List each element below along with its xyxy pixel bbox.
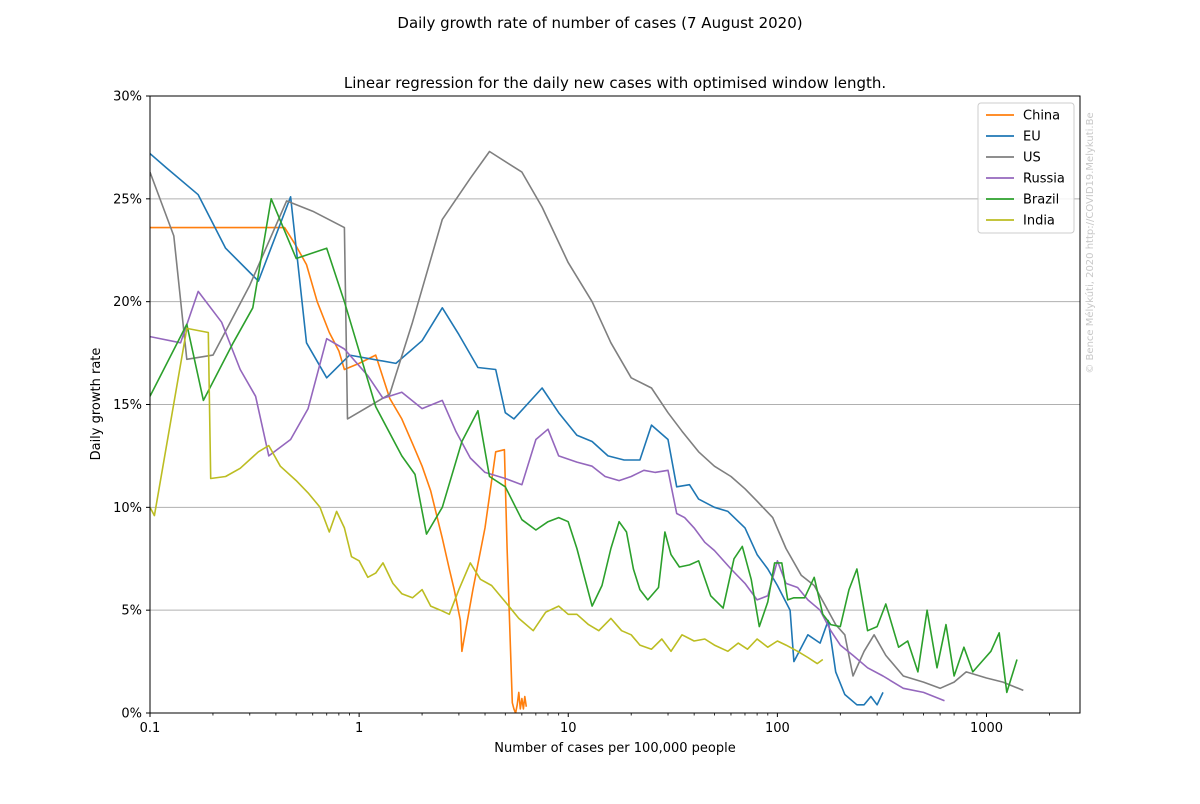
legend-label-russia: Russia bbox=[1023, 172, 1065, 187]
chart-title: Linear regression for the daily new case… bbox=[344, 74, 886, 92]
series-line-russia bbox=[150, 290, 945, 702]
legend: China EU US Russia Brazil India bbox=[977, 102, 1075, 234]
x-tick-label: 100 bbox=[765, 721, 790, 736]
legend-label-eu: EU bbox=[1023, 130, 1041, 145]
series-line-china bbox=[150, 226, 528, 713]
legend-label-brazil: Brazil bbox=[1023, 193, 1059, 208]
y-tick-label: 5% bbox=[121, 604, 142, 619]
y-axis: 0% 5% 10% 15% 20% 25% 30% bbox=[113, 90, 150, 722]
figure-suptitle: Daily growth rate of number of cases (7 … bbox=[397, 14, 802, 32]
y-tick-label: 0% bbox=[121, 707, 142, 722]
legend-label-us: US bbox=[1023, 151, 1041, 166]
series-line-brazil bbox=[150, 198, 1018, 694]
x-tick-label: 1 bbox=[355, 721, 363, 736]
y-tick-label: 10% bbox=[113, 501, 142, 516]
series-lines bbox=[150, 150, 1024, 713]
x-tick-label: 0.1 bbox=[140, 721, 161, 736]
x-axis: 0.1 1 10 100 1000 bbox=[140, 713, 1050, 736]
series-line-eu bbox=[150, 152, 884, 706]
y-tick-label: 30% bbox=[113, 90, 142, 105]
watermark: © Bence Mélykúti, 2020 http://COVID19.Me… bbox=[1084, 112, 1096, 373]
y-grid bbox=[150, 198, 1080, 611]
series-line-us bbox=[150, 150, 1024, 692]
x-tick-label: 1000 bbox=[970, 721, 1003, 736]
x-tick-label: 10 bbox=[560, 721, 577, 736]
legend-label-india: India bbox=[1023, 214, 1055, 229]
y-tick-label: 25% bbox=[113, 192, 142, 207]
y-axis-label: Daily growth rate bbox=[89, 348, 104, 461]
y-tick-label: 15% bbox=[113, 398, 142, 413]
legend-label-china: China bbox=[1023, 109, 1060, 124]
y-tick-label: 20% bbox=[113, 295, 142, 310]
series-line-india bbox=[150, 327, 824, 665]
x-axis-label: Number of cases per 100,000 people bbox=[494, 741, 736, 756]
